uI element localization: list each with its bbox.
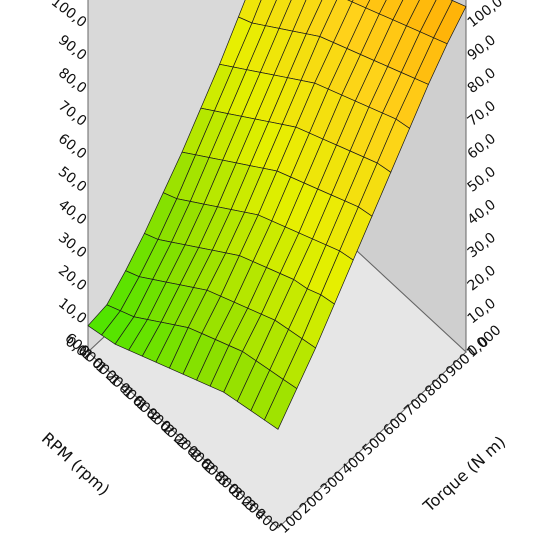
z-tick-label-left: 80,0 bbox=[55, 65, 89, 97]
z-tick-label-right: 80,0 bbox=[465, 65, 499, 97]
z-tick-label-right: 60,0 bbox=[465, 131, 499, 163]
z-tick-label-left: 90,0 bbox=[55, 32, 89, 64]
z-tick-label-left: 60,0 bbox=[55, 131, 89, 163]
surface bbox=[87, 0, 467, 430]
z-tick-label-right: 30,0 bbox=[465, 230, 499, 262]
z-tick-label-right: 50,0 bbox=[465, 164, 499, 196]
x-axis-label: RPM (rpm) bbox=[38, 429, 113, 500]
z-tick-label-right: 20,0 bbox=[465, 263, 499, 295]
y-axis-label: Torque (N m) bbox=[419, 432, 509, 516]
surface-cell bbox=[263, 378, 298, 430]
z-tick-label-left: 50,0 bbox=[55, 164, 89, 196]
z-tick-label-left: 30,0 bbox=[55, 230, 89, 262]
z-tick-label-left: 40,0 bbox=[55, 197, 89, 229]
z-tick-label-right: 70,0 bbox=[465, 98, 499, 130]
z-tick-label-left: 70,0 bbox=[55, 98, 89, 130]
z-tick-label-left: 100,0 bbox=[48, 0, 89, 31]
z-tick-label-right: 100,0 bbox=[465, 0, 506, 31]
z-tick-label-right: 90,0 bbox=[465, 32, 499, 64]
z-tick-label-left: 20,0 bbox=[55, 263, 89, 295]
z-tick-label-left: 10,0 bbox=[55, 295, 89, 327]
z-tick-label-right: 40,0 bbox=[465, 197, 499, 229]
